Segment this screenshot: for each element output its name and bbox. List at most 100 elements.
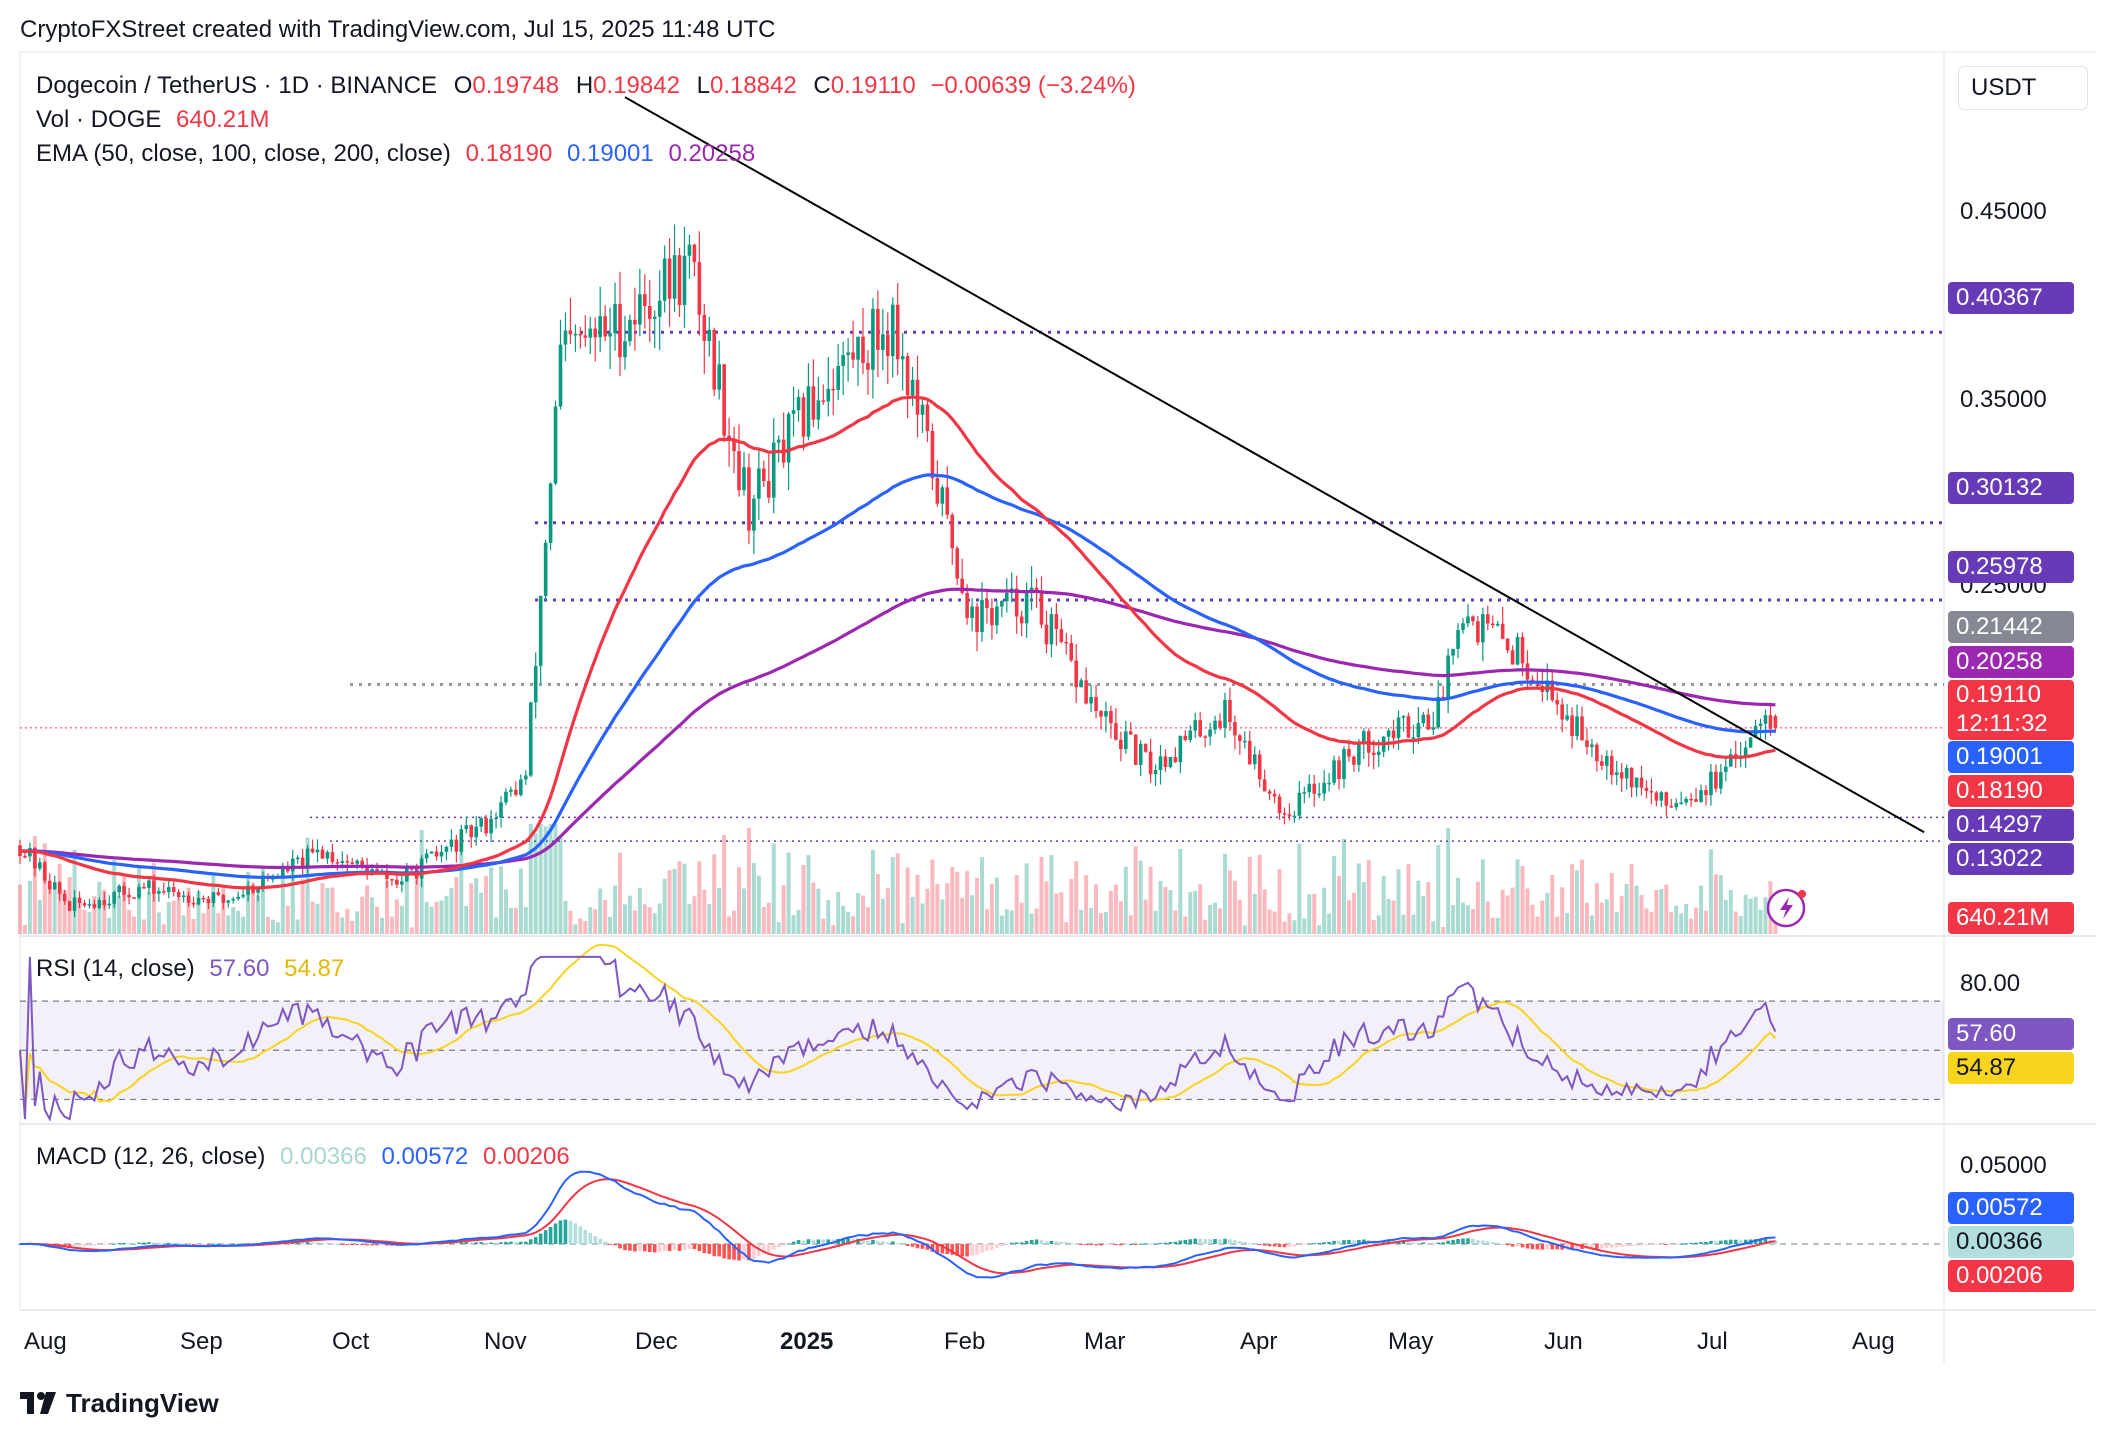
candle-body [1451, 648, 1455, 656]
candle-body [1411, 737, 1416, 739]
macd-histogram-bar [1719, 1240, 1723, 1244]
volume-bar [895, 853, 900, 934]
rsi-ma-tag: 54.87 [1948, 1052, 2074, 1084]
macd-histogram-bar [1282, 1244, 1287, 1248]
volume-bar [593, 909, 598, 934]
macd-histogram-bar [1243, 1241, 1247, 1244]
candle-body [62, 893, 67, 902]
macd-histogram-bar [1684, 1243, 1688, 1245]
volume-bar [548, 824, 553, 934]
candle-body [1719, 772, 1723, 789]
volume-bar [1510, 887, 1515, 934]
macd-histogram-bar [211, 1243, 216, 1245]
volume-bar [746, 827, 751, 934]
candle-body [47, 880, 52, 890]
volume-bar [1446, 828, 1451, 934]
volume-bar [1307, 894, 1312, 934]
candle-body [469, 825, 474, 838]
macd-histogram-bar [241, 1243, 245, 1245]
volume-bar [77, 898, 82, 934]
candle-body [1203, 736, 1207, 738]
candle-body [1768, 715, 1773, 729]
candle-body [871, 308, 875, 370]
candle-body [1639, 777, 1644, 788]
candle-body [137, 886, 141, 898]
ema100-line [19, 473, 1776, 880]
macd-histogram-bar [1357, 1239, 1361, 1244]
volume-bar [751, 863, 756, 934]
macd-histogram-bar [1337, 1240, 1341, 1244]
volume-bar [1733, 911, 1738, 934]
volume-bar [499, 866, 503, 934]
volume-bar [1461, 902, 1465, 934]
volume-bar [573, 924, 578, 934]
volume-bar [340, 917, 345, 934]
macd-histogram-bar [1228, 1239, 1232, 1244]
low-value: 0.18842 [709, 72, 797, 99]
candle-body [757, 468, 761, 499]
macd-histogram-bar [1758, 1239, 1763, 1244]
volume-bar [761, 907, 766, 934]
month-label-jun: Jun [1544, 1328, 1583, 1355]
open-value: 0.19748 [472, 72, 560, 99]
macd-histogram-bar [494, 1242, 498, 1244]
macd-histogram-bar [752, 1244, 756, 1259]
volume-bar [801, 864, 806, 934]
volume-bar [1079, 909, 1084, 934]
macd-histogram-bar [360, 1244, 364, 1245]
candle-body [519, 779, 523, 795]
macd-label[interactable]: MACD (12, 26, close) [36, 1143, 266, 1170]
candle-body [87, 904, 92, 906]
symbol-title[interactable]: Dogecoin / TetherUS · 1D · BINANCE [36, 72, 438, 99]
volume-bar [1069, 879, 1074, 934]
volume-bar [375, 906, 380, 934]
macd-histogram-bar [593, 1236, 598, 1244]
macd-histogram-bar [925, 1244, 930, 1250]
volume-bar [494, 917, 499, 934]
volume-bar [479, 892, 484, 934]
volume-bar [1262, 889, 1267, 934]
volume-label[interactable]: Vol · DOGE [36, 106, 162, 133]
rsi-label[interactable]: RSI (14, close) [36, 955, 195, 982]
macd-histogram-bar [1471, 1238, 1475, 1244]
candle-body [960, 578, 964, 593]
macd-histogram-bar [1014, 1242, 1019, 1244]
ema-label[interactable]: EMA (50, close, 100, close, 200, close) [36, 140, 451, 167]
volume-bar [389, 916, 394, 934]
macd-histogram-bar [638, 1244, 642, 1251]
candle-body [1426, 714, 1431, 730]
candle-body [186, 895, 191, 903]
candle-body [702, 314, 707, 341]
candle-body [1743, 747, 1748, 757]
candle-body [459, 829, 464, 852]
price-tick-045: 0.45000 [1960, 198, 2047, 225]
volume-bar [122, 873, 127, 934]
candle-body [1342, 749, 1346, 779]
tradingview-logo-icon [20, 1392, 56, 1414]
candle-body [1039, 591, 1044, 625]
rsi-value: 57.60 [209, 955, 270, 982]
candle-body [618, 303, 622, 358]
candle-body [1580, 716, 1584, 741]
volume-bar [429, 906, 434, 934]
volume-bar [1371, 920, 1376, 934]
currency-button[interactable]: USDT [1958, 66, 2088, 110]
candle-body [752, 498, 756, 531]
macd-histogram-bar [449, 1242, 454, 1244]
candle-body [1188, 730, 1193, 740]
candle-body [1684, 798, 1688, 803]
candle-body [350, 862, 355, 864]
candle-body [1406, 716, 1411, 738]
macd-histogram-bar [1738, 1239, 1743, 1244]
macd-histogram-bar [489, 1242, 493, 1244]
ema100-value: 0.19001 [567, 140, 654, 167]
volume-bar [290, 870, 295, 934]
candle-body [52, 882, 57, 890]
tradingview-logo[interactable]: TradingView [20, 1386, 219, 1420]
candle-body [628, 319, 632, 342]
volume-bar [1669, 911, 1674, 934]
candle-body [1322, 782, 1326, 794]
candle-body [434, 851, 439, 857]
candle-body [1292, 815, 1297, 818]
